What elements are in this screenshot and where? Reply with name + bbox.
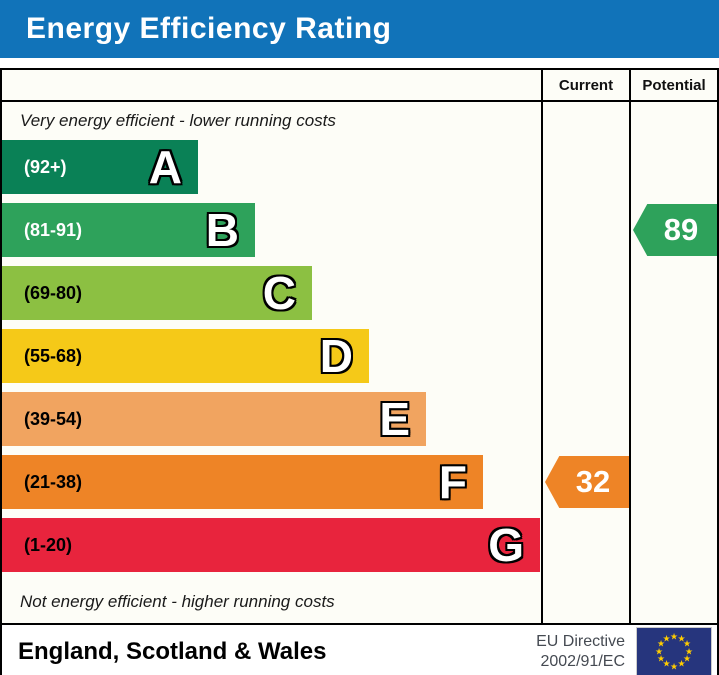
page-title: Energy Efficiency Rating (26, 12, 392, 45)
eu-flag-star: ★ (684, 646, 694, 656)
band-letter: G (488, 519, 524, 571)
band-letter: B (205, 204, 239, 256)
eu-flag-star: ★ (656, 653, 666, 664)
potential-column-header: Potential (629, 70, 717, 100)
current-rating-arrow: 32 (545, 456, 629, 508)
eu-flag-star: ★ (677, 633, 686, 643)
eu-flag-star: ★ (654, 646, 664, 656)
eu-flag-icon: ★ ★ ★ ★ ★ ★ ★ ★ ★ ★ ★ ★ (636, 626, 712, 675)
band-range-label: (55-68) (24, 345, 83, 366)
rating-bands: (92+) A (81-91) B (69-80) C (55-68) D (39-54) E (2… (2, 140, 541, 572)
title-bar: Energy Efficiency Rating (0, 0, 719, 58)
band-letter: D (319, 330, 353, 382)
potential-value-column: 89 (629, 102, 717, 623)
band-range-label: (21-38) (24, 471, 83, 492)
eu-flag-star: ★ (682, 653, 692, 664)
rating-band-c: (69-80) C (2, 266, 312, 320)
footer-bar: England, Scotland & Wales EU Directive 2… (0, 623, 719, 675)
rating-band-d: (55-68) D (2, 329, 369, 383)
eu-flag-star: ★ (669, 661, 679, 671)
eu-flag-star: ★ (677, 658, 686, 669)
band-range-label: (39-54) (24, 408, 83, 429)
band-letter: C (262, 267, 296, 319)
current-rating-value: 32 (575, 464, 611, 499)
eu-directive-line1: EU Directive (536, 632, 625, 650)
rating-scale-column: Very energy efficient - lower running co… (2, 102, 541, 623)
eu-flag-star: ★ (669, 631, 679, 641)
eu-flag-star: ★ (662, 658, 671, 669)
region-label: England, Scotland & Wales (18, 637, 327, 665)
rating-band-e: (39-54) E (2, 392, 426, 446)
table-header-row: Current Potential (2, 70, 717, 102)
rating-band-f: (21-38) F (2, 455, 483, 509)
eu-directive-label: EU Directive 2002/91/EC (536, 632, 625, 672)
current-value-column: 32 (541, 102, 629, 623)
epc-rating-table: Current Potential Very energy efficient … (0, 68, 719, 625)
eu-flag-star: ★ (656, 638, 666, 649)
eu-flag-star: ★ (662, 633, 671, 643)
band-letter: E (379, 393, 410, 445)
band-range-label: (81-91) (24, 219, 83, 240)
band-range-label: (92+) (24, 156, 67, 177)
rating-band-b: (81-91) B (2, 203, 255, 257)
band-letter: A (148, 141, 182, 193)
eu-flag-star: ★ (682, 638, 692, 649)
band-range-label: (1-20) (24, 534, 73, 555)
rating-band-a: (92+) A (2, 140, 198, 194)
eu-directive-line2: 2002/91/EC (540, 652, 625, 670)
bottom-note: Not energy efficient - higher running co… (20, 592, 335, 611)
table-body-row: Very energy efficient - lower running co… (2, 102, 717, 623)
top-note: Very energy efficient - lower running co… (20, 111, 336, 130)
potential-rating-value: 89 (663, 212, 699, 247)
band-letter: F (438, 456, 467, 508)
current-column-header: Current (541, 70, 629, 100)
potential-rating-arrow: 89 (633, 204, 717, 256)
band-range-label: (69-80) (24, 282, 83, 303)
footer-right-group: EU Directive 2002/91/EC ★ ★ ★ ★ ★ ★ ★ ★ ★ ★ ★ ★ (536, 626, 712, 675)
header-spacer-cell (2, 70, 541, 100)
rating-band-g: (1-20) G (2, 518, 540, 572)
